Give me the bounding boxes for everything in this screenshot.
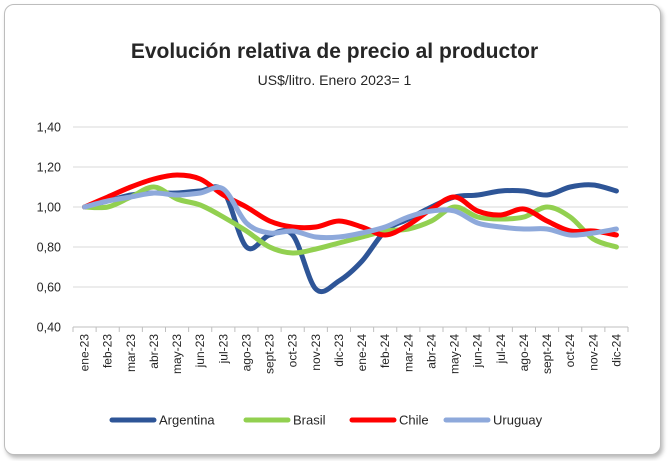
legend-label-argentina: Argentina — [159, 413, 215, 428]
y-tick-labels: 1,40 1,20 1,00 0,80 0,60 0,40 — [37, 121, 61, 335]
x-tick-label: mar-24 — [401, 334, 415, 372]
y-tick-label: 1,20 — [37, 161, 61, 175]
x-tick-label: oct-24 — [563, 334, 577, 368]
x-tick-label: nov-24 — [586, 334, 600, 371]
series-line-brasil — [82, 184, 619, 256]
legend-label-chile: Chile — [399, 413, 429, 428]
series-line-chile — [82, 172, 619, 238]
y-tick-label: 0,60 — [37, 281, 61, 295]
x-tick-label: ago-23 — [239, 334, 253, 372]
x-tick-label: oct-23 — [286, 334, 300, 368]
series-lines — [82, 172, 619, 295]
x-tick-label: jul-24 — [494, 334, 508, 365]
axes — [72, 326, 629, 332]
y-tick-label: 1,00 — [37, 201, 61, 215]
x-tick-label: dic-24 — [609, 334, 623, 367]
x-tick-label: sept-24 — [540, 334, 554, 374]
x-tick-label: nov-23 — [309, 334, 323, 371]
x-tick-label: jun-23 — [193, 334, 207, 369]
x-tick-label: jul-23 — [216, 334, 230, 365]
x-tick-label: ene-23 — [78, 334, 92, 372]
y-tick-label: 0,40 — [37, 321, 61, 335]
x-tick-labels: ene-23 feb-23 mar-23 abr-23 may-23 jun-23 jul-… — [78, 334, 624, 374]
x-tick-label: ago-24 — [517, 334, 531, 372]
legend: Argentina Brasil Chile Uruguay — [109, 413, 543, 428]
x-tick-label: jun-24 — [471, 334, 485, 369]
legend-label-uruguay: Uruguay — [493, 413, 543, 428]
chart-subtitle: US$/litro. Enero 2023= 1 — [257, 72, 412, 88]
y-tick-label: 1,40 — [37, 121, 61, 135]
x-tick-label: abr-24 — [424, 334, 438, 369]
chart-title: Evolución relativa de precio al producto… — [130, 40, 539, 63]
x-tick-label: mar-23 — [124, 334, 138, 372]
gridlines — [73, 126, 628, 288]
x-tick-label: feb-23 — [101, 334, 115, 368]
x-tick-label: sept-23 — [263, 334, 277, 374]
x-tick-label: ene-24 — [355, 334, 369, 372]
legend-label-brasil: Brasil — [293, 413, 326, 428]
series-line-uruguay — [82, 184, 619, 241]
y-tick-label: 0,80 — [37, 241, 61, 255]
x-tick-label: dic-23 — [332, 334, 346, 367]
x-tick-label: abr-23 — [147, 334, 161, 369]
x-tick-label: feb-24 — [378, 334, 392, 368]
x-tick-label: may-23 — [170, 334, 184, 374]
x-tick-label: may-24 — [448, 334, 462, 374]
